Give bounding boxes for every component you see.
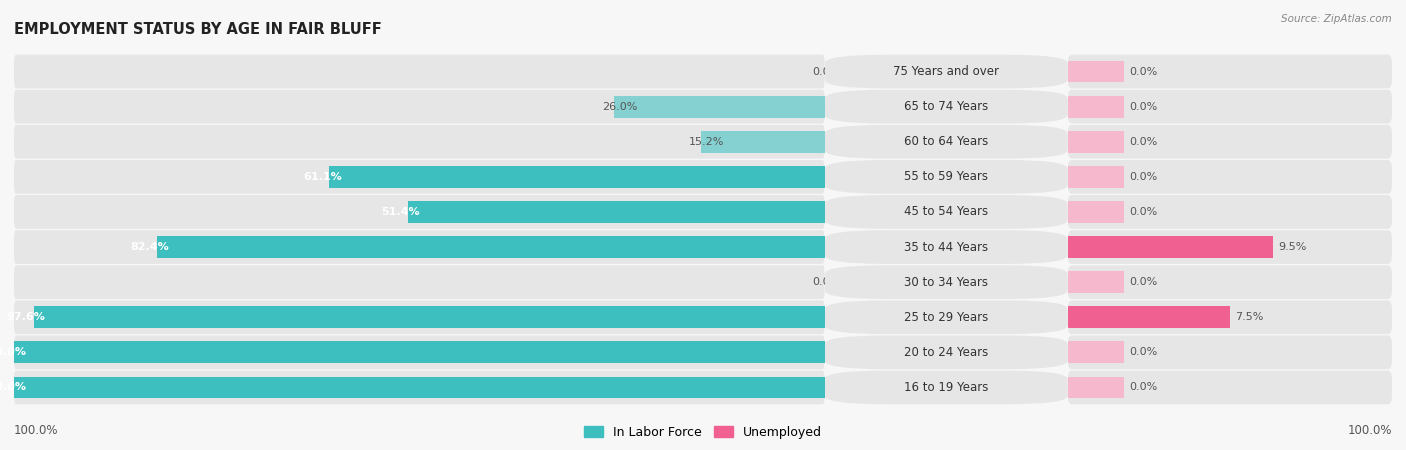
Bar — [1067, 377, 1125, 398]
Text: 82.4%: 82.4% — [131, 242, 169, 252]
FancyBboxPatch shape — [824, 230, 1067, 264]
Text: 0.0%: 0.0% — [1129, 67, 1157, 76]
Bar — [34, 306, 824, 328]
Text: 35 to 44 Years: 35 to 44 Years — [904, 241, 988, 253]
FancyBboxPatch shape — [14, 371, 824, 404]
Text: 0.0%: 0.0% — [1129, 137, 1157, 147]
Text: 0.0%: 0.0% — [1129, 102, 1157, 112]
Text: 97.6%: 97.6% — [7, 312, 45, 322]
FancyBboxPatch shape — [14, 90, 824, 123]
Text: 60 to 64 Years: 60 to 64 Years — [904, 135, 988, 148]
FancyBboxPatch shape — [14, 266, 824, 299]
FancyBboxPatch shape — [1067, 55, 1392, 88]
Bar — [1067, 271, 1125, 293]
Text: 100.0%: 100.0% — [14, 423, 59, 436]
Text: 0.0%: 0.0% — [1129, 207, 1157, 217]
Bar — [329, 166, 824, 188]
Text: 30 to 34 Years: 30 to 34 Years — [904, 276, 988, 288]
Text: 0.0%: 0.0% — [1129, 277, 1157, 287]
Legend: In Labor Force, Unemployed: In Labor Force, Unemployed — [579, 421, 827, 444]
Text: 20 to 24 Years: 20 to 24 Years — [904, 346, 988, 359]
Text: 100.0%: 100.0% — [0, 382, 27, 392]
Text: 0.0%: 0.0% — [1129, 172, 1157, 182]
Text: 65 to 74 Years: 65 to 74 Years — [904, 100, 988, 113]
FancyBboxPatch shape — [1067, 125, 1392, 158]
FancyBboxPatch shape — [14, 301, 824, 334]
Text: 26.0%: 26.0% — [602, 102, 637, 112]
FancyBboxPatch shape — [14, 160, 824, 194]
FancyBboxPatch shape — [14, 195, 824, 229]
Text: 0.0%: 0.0% — [1129, 382, 1157, 392]
Text: EMPLOYMENT STATUS BY AGE IN FAIR BLUFF: EMPLOYMENT STATUS BY AGE IN FAIR BLUFF — [14, 22, 382, 37]
Bar — [1067, 131, 1125, 153]
Bar — [1067, 96, 1125, 117]
FancyBboxPatch shape — [14, 336, 824, 369]
FancyBboxPatch shape — [14, 230, 824, 264]
Bar — [14, 377, 824, 398]
Text: 7.5%: 7.5% — [1234, 312, 1263, 322]
FancyBboxPatch shape — [1067, 371, 1392, 404]
FancyBboxPatch shape — [1067, 336, 1392, 369]
FancyBboxPatch shape — [1067, 195, 1392, 229]
Bar — [702, 131, 824, 153]
Text: 9.5%: 9.5% — [1278, 242, 1306, 252]
Text: Source: ZipAtlas.com: Source: ZipAtlas.com — [1281, 14, 1392, 23]
Text: 15.2%: 15.2% — [689, 137, 724, 147]
Text: 0.0%: 0.0% — [813, 277, 841, 287]
FancyBboxPatch shape — [1067, 266, 1392, 299]
Text: 61.1%: 61.1% — [302, 172, 342, 182]
Text: 75 Years and over: 75 Years and over — [893, 65, 1000, 78]
FancyBboxPatch shape — [824, 301, 1067, 334]
FancyBboxPatch shape — [1067, 301, 1392, 334]
FancyBboxPatch shape — [824, 266, 1067, 299]
Bar — [1067, 166, 1125, 188]
FancyBboxPatch shape — [824, 195, 1067, 229]
FancyBboxPatch shape — [824, 125, 1067, 158]
FancyBboxPatch shape — [1067, 90, 1392, 123]
FancyBboxPatch shape — [824, 90, 1067, 123]
FancyBboxPatch shape — [14, 125, 824, 158]
Text: 0.0%: 0.0% — [813, 67, 841, 76]
FancyBboxPatch shape — [14, 55, 824, 88]
FancyBboxPatch shape — [1067, 160, 1392, 194]
Bar — [1067, 342, 1125, 363]
Text: 100.0%: 100.0% — [0, 347, 27, 357]
Bar — [1067, 306, 1230, 328]
Text: 51.4%: 51.4% — [381, 207, 420, 217]
Bar — [1067, 201, 1125, 223]
Bar — [1067, 61, 1125, 82]
Bar — [614, 96, 824, 117]
Text: 16 to 19 Years: 16 to 19 Years — [904, 381, 988, 394]
FancyBboxPatch shape — [824, 336, 1067, 369]
Bar — [14, 342, 824, 363]
Bar — [408, 201, 824, 223]
Text: 100.0%: 100.0% — [1347, 423, 1392, 436]
FancyBboxPatch shape — [824, 371, 1067, 404]
FancyBboxPatch shape — [824, 160, 1067, 194]
Text: 45 to 54 Years: 45 to 54 Years — [904, 206, 988, 218]
FancyBboxPatch shape — [1067, 230, 1392, 264]
Text: 0.0%: 0.0% — [1129, 347, 1157, 357]
Bar — [156, 236, 824, 258]
Bar — [1067, 236, 1272, 258]
Text: 55 to 59 Years: 55 to 59 Years — [904, 171, 988, 183]
FancyBboxPatch shape — [824, 55, 1067, 88]
Text: 25 to 29 Years: 25 to 29 Years — [904, 311, 988, 324]
